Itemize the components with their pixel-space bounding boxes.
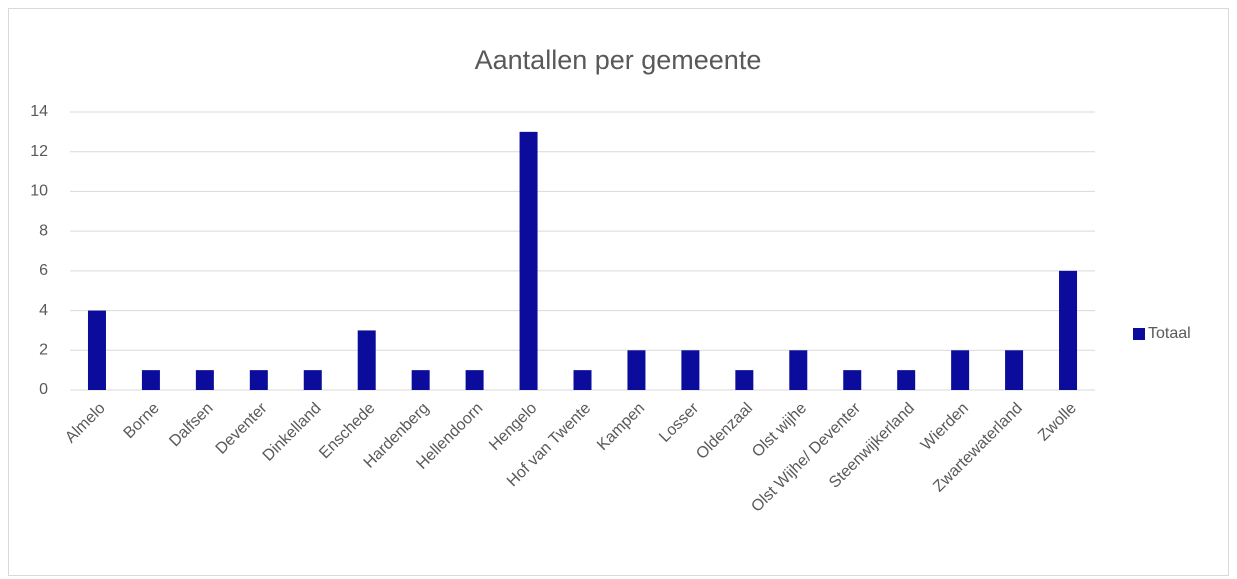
bar <box>789 350 808 390</box>
legend-label: Totaal <box>1148 325 1191 342</box>
bar <box>465 370 484 390</box>
y-tick-label: 8 <box>39 222 48 239</box>
y-tick-label: 10 <box>30 183 48 200</box>
bar <box>573 370 592 390</box>
bar <box>951 350 970 390</box>
legend-swatch <box>1133 328 1145 340</box>
y-tick-label: 4 <box>39 302 48 319</box>
bar <box>303 370 322 390</box>
chart-frame <box>8 8 1229 576</box>
bar <box>735 370 754 390</box>
y-tick-label: 0 <box>39 381 48 398</box>
bar <box>519 131 538 390</box>
bar <box>411 370 430 390</box>
bar <box>627 350 646 390</box>
bar <box>249 370 268 390</box>
y-tick-label: 2 <box>39 342 48 359</box>
bar <box>843 370 862 390</box>
y-tick-label: 14 <box>30 103 48 120</box>
bar <box>141 370 160 390</box>
bar <box>87 310 106 390</box>
bar <box>357 330 376 390</box>
bar <box>195 370 214 390</box>
bar <box>1059 270 1078 390</box>
y-tick-label: 6 <box>39 262 48 279</box>
chart-title: Aantallen per gemeente <box>475 45 762 75</box>
bar <box>1005 350 1024 390</box>
bar <box>897 370 916 390</box>
bar <box>681 350 700 390</box>
y-tick-label: 12 <box>30 143 48 160</box>
